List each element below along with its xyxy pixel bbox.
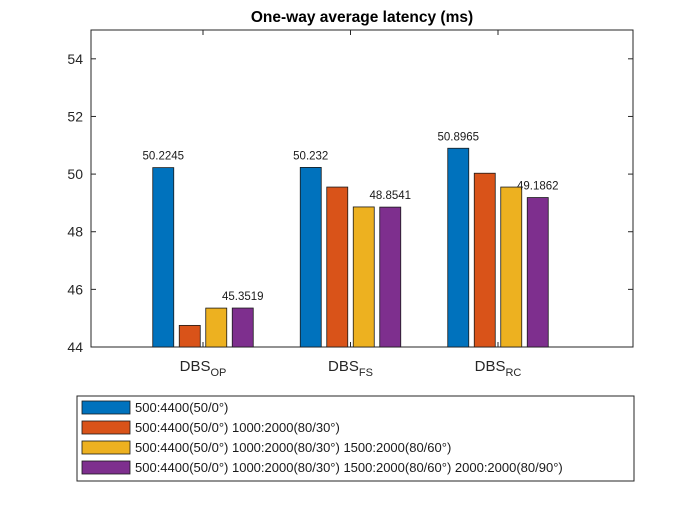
y-tick-label: 44: [67, 339, 83, 355]
data-label: 50.2245: [142, 151, 184, 163]
y-tick-label: 54: [67, 51, 83, 67]
legend-entry: 500:4400(50/0°) 1000:2000(80/30°) 1500:2…: [135, 440, 451, 455]
legend-entry: 500:4400(50/0°): [135, 400, 228, 415]
legend-swatch: [81, 420, 131, 435]
category-label: DBSOP: [180, 358, 227, 379]
data-label: 48.8541: [369, 190, 411, 202]
y-tick-label: 46: [67, 281, 83, 297]
bar: [447, 147, 470, 348]
chart-title: One-way average latency (ms): [251, 9, 473, 26]
bar: [526, 197, 549, 348]
bar: [178, 324, 201, 348]
bar: [500, 186, 523, 348]
bar: [152, 167, 175, 348]
bar: [326, 186, 349, 348]
data-label: 49.1862: [517, 181, 559, 193]
legend-swatch: [81, 460, 131, 475]
bar: [205, 307, 228, 348]
y-tick-label: 48: [67, 224, 83, 240]
legend-swatch: [81, 440, 131, 455]
legend-entry: 500:4400(50/0°) 1000:2000(80/30°): [135, 420, 340, 435]
bar: [352, 206, 375, 348]
bar: [231, 307, 254, 348]
data-label: 50.232: [293, 150, 328, 162]
bar: [299, 167, 322, 348]
legend-entry: 500:4400(50/0°) 1000:2000(80/30°) 1500:2…: [135, 460, 563, 475]
legend-box: [76, 395, 635, 482]
bar: [473, 172, 496, 348]
data-label: 45.3519: [222, 291, 264, 303]
data-labels: 50.2245 50.232 50.8965 45.3519 48.8541 49.186…: [142, 131, 558, 303]
category-label: DBSFS: [328, 358, 373, 379]
legend: 500:4400(50/0°) 500:4400(50/0°) 1000:2000…: [76, 395, 635, 482]
y-tick-label: 52: [67, 108, 83, 124]
data-label: 50.8965: [437, 131, 479, 143]
legend-swatch: [81, 400, 131, 415]
y-tick-label: 50: [67, 166, 83, 182]
bars: [152, 147, 549, 348]
bar: [379, 206, 402, 348]
category-label: DBSRC: [475, 358, 522, 379]
